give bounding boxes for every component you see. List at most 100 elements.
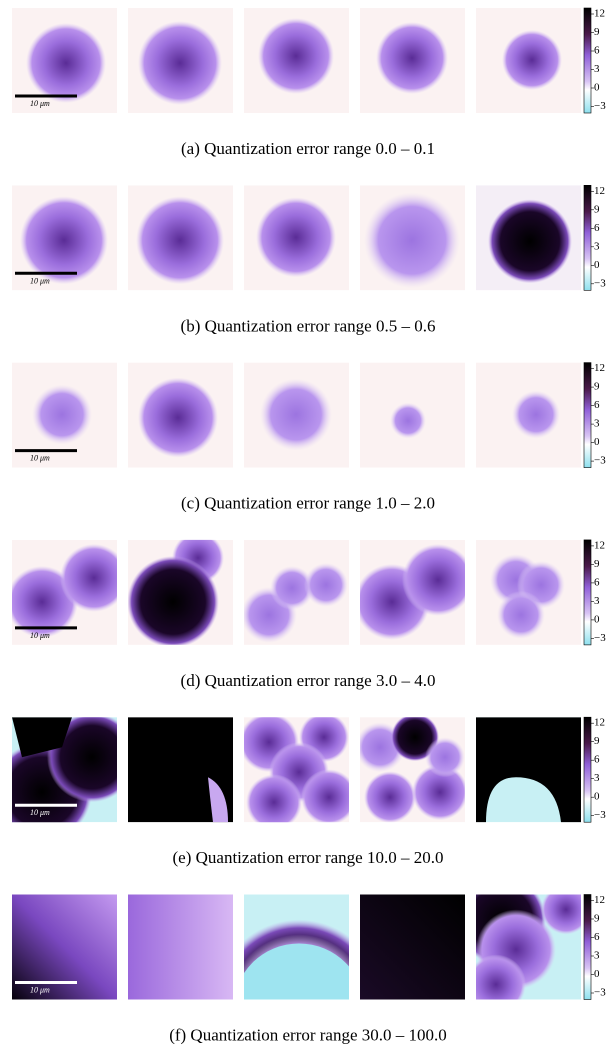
colorbar-tick-label: −3: [594, 100, 606, 112]
cell-shape: [364, 771, 416, 823]
cell-shape: [541, 894, 581, 935]
cell-shape: [12, 717, 72, 758]
panel-background: [128, 894, 233, 1000]
image-panel: [360, 185, 465, 291]
colorbar-tick-label: 12: [594, 539, 605, 551]
colorbar-tick-label: 9: [594, 381, 600, 393]
cell-shape: [364, 192, 460, 289]
colorbar: [583, 894, 592, 1000]
cell-shape: [488, 199, 572, 284]
colorbar-tick-label: 6: [594, 399, 600, 411]
figure-row: 10 μm 12 9 6 3 0 −3 (f) Quantization error rang…: [12, 894, 606, 1045]
cell-shape: [136, 196, 224, 285]
cell-shape: [425, 737, 465, 778]
colorbar-tick-label: 9: [594, 913, 600, 925]
image-panel: [360, 717, 465, 823]
colorbar-tick-label: 12: [594, 894, 605, 906]
image-panel: [476, 185, 581, 291]
cell-shape: [246, 774, 302, 823]
image-panel: [360, 362, 465, 468]
cell-shape: [476, 717, 581, 823]
colorbar-tick-label: 0: [594, 436, 600, 448]
image-panel: [476, 539, 581, 645]
cell-shape: [512, 390, 560, 439]
cell-shape: [244, 943, 349, 1000]
colorbar-tick-label: 3: [594, 950, 600, 962]
figure-row: 10 μm 12 9 6 3 0 −3 (a) Quantization error rang…: [12, 8, 606, 158]
cell-shape: [476, 954, 526, 1000]
image-panel: [244, 8, 349, 113]
colorbar-tick-label: 3: [594, 418, 600, 430]
image-panel: [128, 8, 233, 113]
image-panel: [476, 717, 581, 823]
image-panel: [12, 539, 117, 645]
colorbar-tick-label: 0: [594, 968, 600, 980]
scale-bar-label: 10 μm: [30, 99, 50, 108]
image-panel: [360, 8, 465, 113]
colorbar-tick-label: 3: [594, 63, 600, 75]
image-panel: [128, 185, 233, 291]
colorbar-tick-label: 0: [594, 613, 600, 625]
colorbar: [583, 539, 592, 646]
colorbar-tick-label: 6: [594, 931, 600, 943]
caption: (e) Quantization error range 10.0 – 20.0: [173, 848, 444, 867]
image-panel: [360, 894, 465, 1000]
cell-shape: [497, 590, 545, 639]
cell-shape: [502, 30, 562, 90]
scale-bar-label: 10 μm: [30, 808, 50, 817]
colorbar-tick-label: 12: [594, 185, 605, 197]
colorbar-tick-label: 0: [594, 82, 600, 94]
cell-shape: [304, 562, 348, 607]
cell-shape: [376, 22, 448, 94]
cell-shape: [138, 377, 218, 458]
colorbar: [583, 7, 592, 114]
image-panel: [244, 362, 349, 468]
colorbar-tick-label: 12: [594, 8, 605, 20]
colorbar-tick-label: 0: [594, 791, 600, 803]
colorbar-tick-label: 6: [594, 754, 600, 766]
figure-row: 10 μm 12 9 6 3 0 −3 (d) Quantization error rang…: [12, 539, 606, 690]
scale-bar-label: 10 μm: [30, 986, 50, 995]
colorbar-tick-label: 3: [594, 772, 600, 784]
image-panel: [244, 539, 349, 645]
scale-bar-label: 10 μm: [30, 454, 50, 463]
cell-shape: [270, 565, 314, 610]
colorbar-tick-label: 12: [594, 362, 605, 374]
cell-shape: [260, 378, 332, 451]
cell-shape: [258, 18, 334, 94]
colorbar-tick-label: 9: [594, 558, 600, 570]
image-panel: [360, 539, 465, 645]
cell-shape: [138, 21, 222, 105]
cell-shape: [402, 543, 465, 616]
colorbar-tick-label: 6: [594, 576, 600, 588]
image-panel: [476, 8, 581, 113]
colorbar-tick-label: 9: [594, 735, 600, 747]
image-panel: [12, 717, 117, 823]
image-panel: [128, 362, 233, 468]
caption: (a) Quantization error range 0.0 – 0.1: [181, 139, 435, 158]
cell-shape: [20, 196, 108, 285]
figure-row: 10 μm 12 9 6 3 0 −3 (c) Quantization error rang…: [12, 362, 606, 513]
figure-row: 10 μm 12 9 6 3 0 −3 (b) Quantization error rang…: [12, 185, 606, 335]
colorbar-tick-label: −3: [594, 809, 606, 821]
colorbar-tick-label: 6: [594, 222, 600, 234]
image-panel: [128, 717, 233, 823]
image-panel: [244, 894, 349, 1000]
colorbar-tick-label: 6: [594, 45, 600, 57]
colorbar-tick-label: −3: [594, 455, 606, 467]
colorbar-tick-label: −3: [594, 277, 606, 289]
image-panel: [128, 539, 233, 645]
colorbar: [583, 716, 592, 823]
cell-shape: [256, 197, 336, 278]
colorbar-tick-label: 3: [594, 595, 600, 607]
image-panel: [244, 717, 349, 823]
colorbar-tick-label: −3: [594, 987, 606, 999]
cell-shape: [26, 23, 106, 103]
cell-shape: [412, 764, 465, 821]
cell-shape: [301, 769, 349, 823]
colorbar-tick-label: 3: [594, 240, 600, 252]
colorbar: [583, 362, 592, 468]
cell-shape: [128, 555, 219, 645]
